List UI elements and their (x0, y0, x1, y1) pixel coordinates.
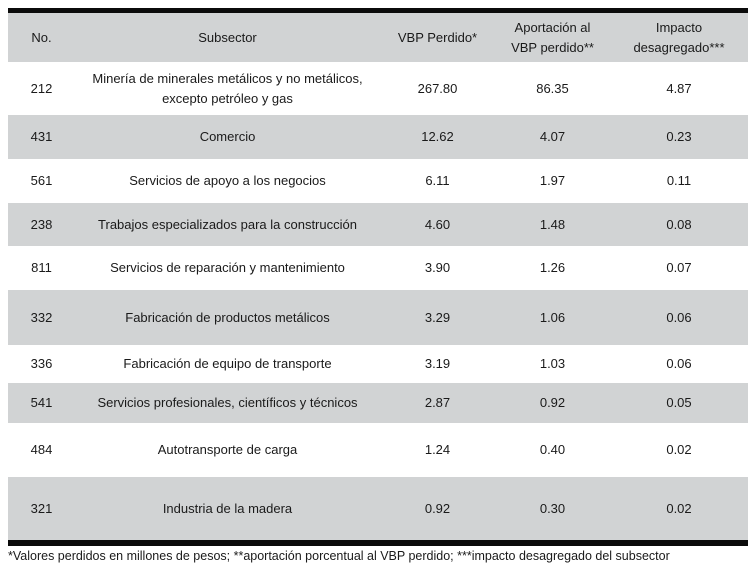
table-row-336: 336 Fabricación de equipo de transporte … (8, 345, 748, 383)
cell-aportacion: 1.06 (539, 309, 566, 325)
cell-impacto: 0.08 (666, 216, 692, 232)
cell-no: 336 (30, 356, 53, 371)
cell-subsector: Servicios de reparación y mantenimiento (110, 260, 345, 275)
cell-vbp-perdido: 6.11 (425, 173, 450, 188)
cell-impacto: 0.06 (666, 356, 692, 371)
table-footnote: *Valores perdidos en millones de pesos; … (8, 549, 670, 563)
cell-vbp-perdido: 3.90 (424, 260, 451, 275)
table-header-row: No. Subsector VBP Perdido* Aportación al… (8, 13, 748, 62)
cell-subsector: Fabricación de productos metálicos (125, 309, 330, 325)
cell-impacto: 0.23 (666, 129, 692, 144)
table-row-321: 321 Industria de la madera 0.92 0.30 0.0… (8, 477, 748, 540)
cell-vbp-perdido: 3.19 (424, 356, 451, 371)
cell-vbp-perdido: 267.80 (417, 80, 458, 96)
table-row-541: 541 Servicios profesionales, científicos… (8, 383, 748, 423)
cell-aportacion: 0.92 (539, 395, 566, 410)
column-header-aportacion: Aportación al VBP perdido** (511, 19, 594, 55)
cell-aportacion: 1.26 (539, 260, 566, 275)
table-row-332: 332 Fabricación de productos metálicos 3… (8, 290, 748, 345)
subsector-impact-table: No. Subsector VBP Perdido* Aportación al… (8, 8, 748, 546)
cell-subsector: Autotransporte de carga (157, 442, 298, 457)
cell-no: 332 (30, 309, 53, 325)
cell-no: 561 (30, 173, 53, 188)
cell-no: 238 (30, 216, 53, 232)
cell-impacto: 0.06 (666, 309, 692, 325)
column-header-impacto: Impacto desagregado*** (633, 19, 725, 55)
table-row-431: 431 Comercio 12.62 4.07 0.23 (8, 115, 748, 159)
column-header-subsector: Subsector (198, 29, 257, 45)
cell-subsector: Servicios de apoyo a los negocios (129, 173, 326, 188)
cell-subsector: Industria de la madera (162, 500, 293, 516)
cell-aportacion: 0.40 (539, 442, 566, 457)
cell-aportacion: 4.07 (539, 129, 566, 144)
cell-impacto: 0.07 (666, 260, 692, 275)
cell-vbp-perdido: 12.62 (421, 129, 454, 144)
cell-impacto: 0.05 (666, 395, 692, 410)
cell-no: 811 (31, 260, 52, 275)
cell-aportacion: 1.03 (539, 356, 566, 371)
cell-no: 484 (30, 442, 53, 457)
table-row-561: 561 Servicios de apoyo a los negocios 6.… (8, 159, 748, 203)
cell-impacto: 0.02 (666, 442, 692, 457)
cell-vbp-perdido: 1.24 (424, 442, 451, 457)
cell-aportacion: 1.48 (539, 216, 566, 232)
cell-impacto: 0.11 (666, 173, 692, 188)
cell-impacto: 0.02 (666, 500, 692, 516)
cell-no: 212 (30, 80, 53, 96)
cell-aportacion: 86.35 (536, 80, 569, 96)
cell-vbp-perdido: 0.92 (424, 500, 451, 516)
cell-subsector: Comercio (199, 129, 256, 144)
cell-vbp-perdido: 3.29 (424, 309, 451, 325)
table-row-238: 238 Trabajos especializados para la cons… (8, 203, 748, 246)
cell-aportacion: 1.97 (539, 173, 566, 188)
cell-no: 321 (30, 500, 53, 516)
cell-subsector: Servicios profesionales, científicos y t… (97, 395, 358, 410)
table-row-212: 212 Minería de minerales metálicos y no … (8, 62, 748, 115)
cell-no: 541 (30, 395, 53, 410)
cell-vbp-perdido: 2.87 (424, 395, 451, 410)
column-header-no: No. (31, 29, 52, 45)
cell-vbp-perdido: 4.60 (424, 216, 451, 232)
cell-subsector: Minería de minerales metálicos y no metá… (92, 70, 363, 106)
cell-aportacion: 0.30 (539, 500, 566, 516)
table-row-484: 484 Autotransporte de carga 1.24 0.40 0.… (8, 423, 748, 477)
cell-impacto: 4.87 (666, 80, 692, 96)
column-header-vbp-perdido: VBP Perdido* (397, 29, 478, 45)
cell-subsector: Fabricación de equipo de transporte (123, 356, 332, 371)
cell-subsector: Trabajos especializados para la construc… (98, 216, 357, 232)
table-row-811: 811 Servicios de reparación y mantenimie… (8, 246, 748, 290)
cell-no: 431 (30, 129, 53, 144)
